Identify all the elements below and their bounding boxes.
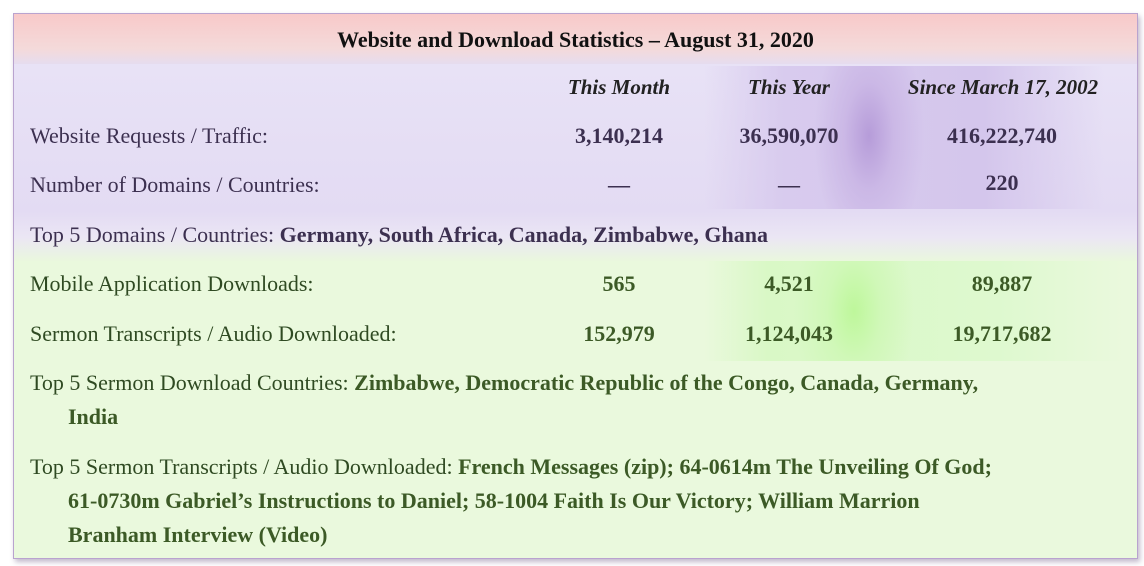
top-download-countries-label: Top 5 Sermon Download Countries:: [30, 370, 349, 395]
top-download-countries-value-line2: India: [68, 404, 119, 429]
domains-since: 220: [985, 170, 1019, 195]
header-since: Since March 17, 2002: [907, 75, 1099, 99]
top-sermons-value-line1: French Messages (zip); 64-0614m The Unve…: [458, 454, 992, 479]
header-this-month: This Month: [567, 75, 671, 99]
title-bar: Website and Download Statistics – August…: [14, 14, 1137, 64]
panel-title: Website and Download Statistics – August…: [337, 27, 814, 52]
top-domains-line: Top 5 Domains / Countries: Germany, Sout…: [30, 222, 768, 248]
website-stats-highlight: [704, 66, 1104, 209]
sermon-downloads-month: 152,979: [583, 321, 655, 346]
sermon-downloads-label: Sermon Transcripts / Audio Downloaded:: [30, 321, 397, 346]
mobile-downloads-since: 89,887: [971, 271, 1033, 296]
top-sermons-value-line3: Branham Interview (Video): [68, 522, 328, 547]
top-domains-value: Germany, South Africa, Canada, Zimbabwe,…: [279, 222, 768, 247]
statistics-panel: Website and Download Statistics – August…: [13, 13, 1138, 559]
top-sermons-label: Top 5 Sermon Transcripts / Audio Downloa…: [30, 454, 453, 479]
mobile-downloads-year: 4,521: [764, 271, 814, 296]
domains-year: —: [778, 172, 800, 197]
top-sermons-value-line2: 61-0730m Gabriel’s Instructions to Danie…: [68, 488, 920, 513]
mobile-downloads-label: Mobile Application Downloads:: [30, 271, 314, 296]
website-requests-year: 36,590,070: [739, 123, 839, 148]
top-download-countries-value-line1: Zimbabwe, Democratic Republic of the Con…: [354, 370, 979, 395]
top-sermons: Top 5 Sermon Transcripts / Audio Downloa…: [30, 450, 992, 552]
header-this-year: This Year: [748, 75, 830, 99]
top-download-countries: Top 5 Sermon Download Countries: Zimbabw…: [30, 366, 978, 434]
sermon-downloads-year: 1,124,043: [745, 321, 833, 346]
website-requests-since: 416,222,740: [947, 123, 1057, 148]
domains-label: Number of Domains / Countries:: [30, 172, 320, 197]
website-requests-label: Website Requests / Traffic:: [30, 123, 268, 148]
download-stats-highlight: [704, 261, 1124, 361]
domains-month: —: [608, 172, 630, 197]
sermon-downloads-since: 19,717,682: [952, 321, 1052, 346]
website-requests-month: 3,140,214: [575, 123, 663, 148]
top-domains-label: Top 5 Domains / Countries:: [30, 222, 275, 247]
mobile-downloads-month: 565: [602, 271, 636, 296]
